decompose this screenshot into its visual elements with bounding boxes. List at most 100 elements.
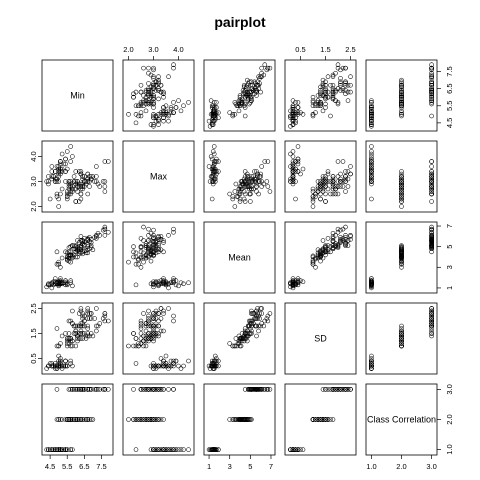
data-point — [141, 224, 146, 230]
data-point — [66, 417, 72, 422]
data-point — [335, 65, 341, 71]
data-point — [153, 417, 159, 422]
data-point — [343, 174, 348, 179]
data-point — [369, 120, 374, 126]
data-point — [295, 144, 301, 149]
data-point — [290, 164, 296, 169]
data-point — [44, 179, 49, 184]
panel-frame — [41, 59, 114, 132]
data-point — [330, 234, 336, 239]
data-point — [158, 417, 164, 422]
data-point — [146, 81, 151, 86]
data-point — [156, 118, 161, 124]
data-point — [345, 98, 351, 103]
data-point — [63, 179, 68, 184]
data-point — [56, 196, 61, 202]
panel-1-2 — [203, 140, 276, 213]
data-point — [300, 166, 306, 172]
data-point — [290, 154, 296, 159]
tick-label: 2.5 — [29, 303, 38, 313]
data-point — [85, 306, 91, 311]
data-point — [151, 387, 156, 392]
data-point — [369, 169, 374, 174]
variable-label: SD — [314, 334, 327, 344]
data-point — [399, 336, 404, 341]
data-point — [49, 447, 55, 452]
data-point — [399, 77, 404, 83]
data-point — [318, 417, 323, 422]
data-point — [153, 363, 159, 369]
data-point — [168, 106, 174, 112]
data-point — [320, 184, 326, 189]
data-point — [233, 181, 239, 187]
data-point — [141, 311, 146, 316]
panel-2-2: Mean — [203, 221, 276, 294]
tick-label: 2.5 — [345, 45, 355, 54]
tick-label: 3.0 — [29, 176, 38, 186]
data-point — [70, 417, 75, 422]
data-point — [264, 179, 270, 184]
data-point — [156, 74, 161, 79]
data-point — [186, 358, 191, 364]
data-point — [138, 254, 144, 260]
data-point — [208, 154, 214, 159]
data-point — [47, 447, 53, 452]
data-point — [232, 189, 238, 194]
data-point — [143, 323, 149, 329]
data-point — [161, 417, 166, 422]
data-point — [325, 179, 331, 184]
data-point — [255, 306, 260, 311]
data-point — [211, 151, 217, 157]
data-point — [143, 108, 149, 114]
data-point — [369, 100, 374, 105]
data-point — [323, 181, 328, 187]
tick-label: 6.5 — [445, 83, 454, 93]
data-point — [138, 331, 144, 336]
data-point — [141, 338, 146, 344]
data-point — [146, 89, 151, 95]
data-point — [293, 115, 298, 121]
data-point — [51, 447, 56, 452]
data-point — [163, 447, 169, 452]
data-point — [429, 67, 434, 73]
data-point — [318, 88, 323, 93]
data-point — [290, 166, 296, 172]
data-point — [156, 96, 161, 102]
data-point — [255, 171, 260, 177]
data-point — [56, 281, 61, 287]
variable-label: Mean — [228, 253, 251, 263]
data-point — [143, 336, 149, 341]
data-point — [369, 181, 374, 187]
data-point — [210, 447, 216, 452]
data-point — [250, 82, 255, 88]
data-point — [254, 176, 259, 182]
data-point — [258, 171, 263, 177]
data-point — [171, 65, 176, 71]
data-point — [300, 447, 306, 452]
data-point — [343, 65, 348, 71]
data-point — [158, 82, 164, 88]
data-point — [88, 240, 94, 245]
tick-label: 1 — [207, 462, 211, 471]
data-point — [163, 363, 169, 369]
data-point — [94, 234, 99, 239]
data-point — [166, 74, 171, 79]
data-point — [242, 326, 248, 331]
data-point — [343, 242, 348, 247]
data-point — [290, 122, 296, 127]
data-point — [146, 233, 151, 238]
data-point — [239, 179, 245, 184]
data-point — [262, 318, 268, 324]
panel-0-3 — [284, 59, 357, 132]
data-point — [131, 254, 136, 260]
data-point — [290, 171, 296, 177]
data-point — [429, 311, 434, 316]
data-point — [151, 447, 156, 452]
data-point — [310, 113, 316, 119]
data-point — [46, 179, 51, 184]
data-point — [399, 82, 404, 88]
panel-0-4 — [365, 59, 438, 132]
data-point — [70, 186, 75, 192]
data-point — [399, 101, 404, 107]
data-point — [244, 171, 250, 177]
